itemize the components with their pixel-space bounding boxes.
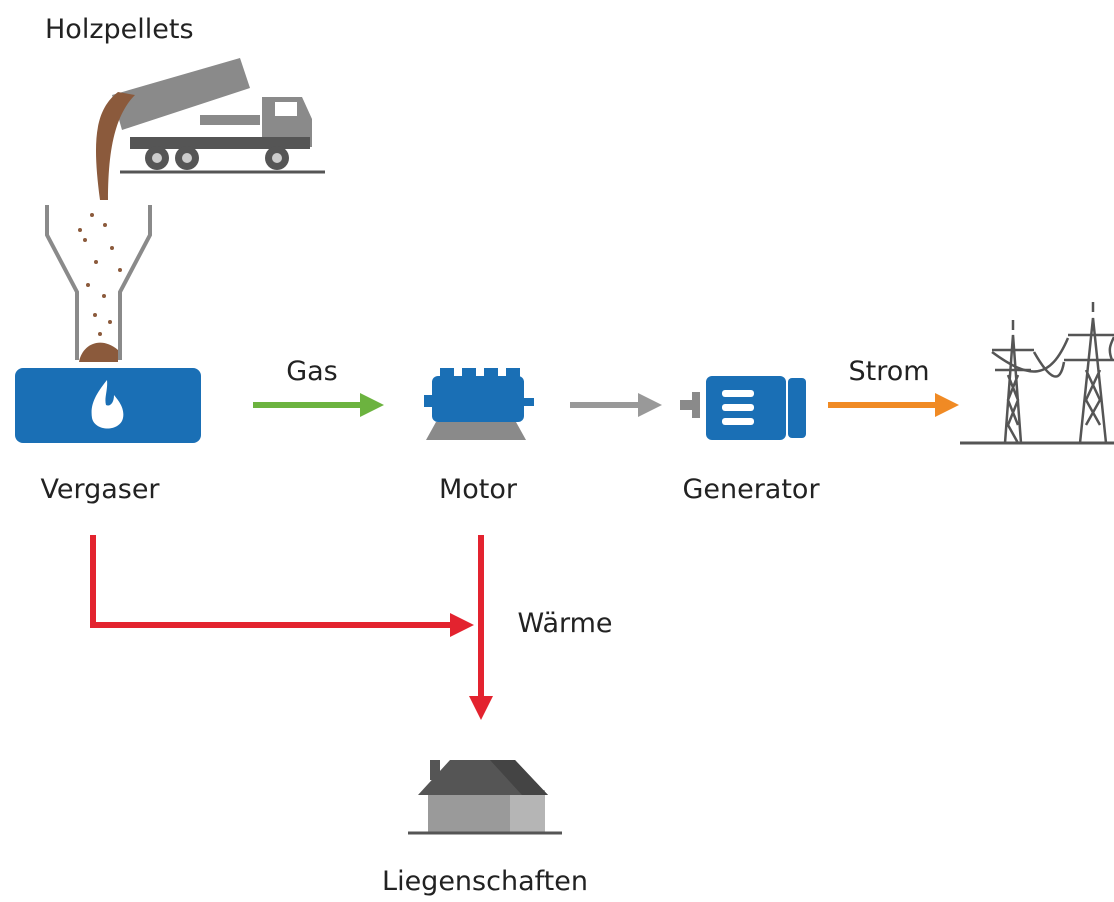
house-icon <box>408 760 562 835</box>
node-label: Generator <box>682 474 820 505</box>
motor-icon <box>424 368 534 440</box>
pylon-icon <box>960 302 1114 445</box>
pellets <box>78 213 122 336</box>
truck-icon <box>112 58 325 174</box>
generator-icon <box>680 376 806 440</box>
node-label: Motor <box>439 474 518 505</box>
node-label: Holzpellets <box>45 14 194 45</box>
heat-line <box>90 535 474 637</box>
flame <box>91 380 124 429</box>
hopper <box>45 205 152 360</box>
edge-label: Gas <box>286 356 338 387</box>
edge-label: Wärme <box>517 608 612 639</box>
node-label: Vergaser <box>40 474 160 505</box>
pellet-pile <box>79 342 118 362</box>
node-label: Liegenschaften <box>382 866 588 897</box>
pellet-stream <box>95 92 135 200</box>
gasifier-icon <box>15 368 201 443</box>
edge-label: Strom <box>848 356 929 387</box>
